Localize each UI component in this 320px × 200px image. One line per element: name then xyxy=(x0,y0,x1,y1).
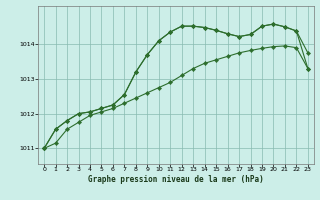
X-axis label: Graphe pression niveau de la mer (hPa): Graphe pression niveau de la mer (hPa) xyxy=(88,175,264,184)
